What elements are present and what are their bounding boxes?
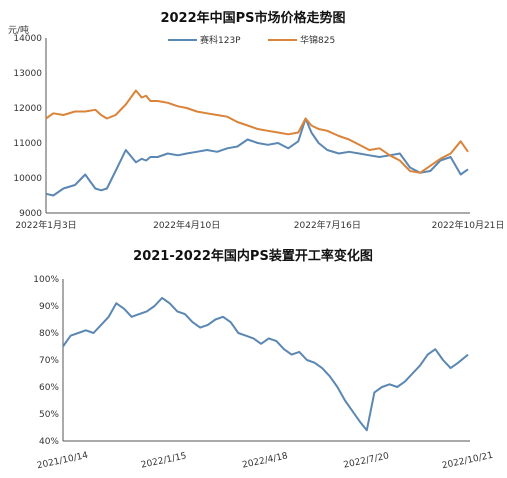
y-tick-label: 90% — [39, 302, 59, 312]
y-tick-label: 14000 — [13, 34, 42, 44]
series-line-1 — [62, 296, 469, 432]
utilization-chart-title: 2021-2022年国内PS装置开工率变化图 — [133, 248, 373, 264]
x-tick-label: 2022/4/18 — [241, 451, 288, 470]
y-tick-label: 70% — [39, 356, 59, 366]
series-line-1 — [45, 117, 469, 197]
price-legend: 赛科123P 华锦825 — [168, 34, 335, 46]
y-tick-label: 50% — [39, 410, 59, 420]
series-line-2 — [45, 89, 469, 174]
utilization-chart: 2021-2022年国内PS装置开工率变化图 40% 50% 60% 70% 80% 90… — [33, 248, 494, 471]
y-tick-label: 40% — [39, 437, 59, 447]
x-tick-label: 2022年1月3日 — [15, 219, 76, 231]
x-tick-label: 2022/7/20 — [343, 451, 390, 470]
legend-label-series1: 赛科123P — [200, 34, 241, 46]
y-tick-label: 80% — [39, 329, 59, 339]
price-chart: 2022年中国PS市场价格走势图 元/吨 赛科123P 华锦825 9000 10… — [8, 10, 504, 231]
x-tick-label: 2022/1/15 — [140, 451, 187, 470]
x-tick-label: 2021/10/14 — [36, 451, 89, 472]
y-tick-label: 100% — [33, 275, 59, 285]
y-tick-label: 60% — [39, 383, 59, 393]
legend-label-series2: 华锦825 — [300, 34, 335, 46]
y-tick-label: 12000 — [13, 104, 42, 114]
y-tick-label: 9000 — [19, 209, 42, 219]
y-tick-label: 11000 — [13, 139, 42, 149]
x-tick-label: 2022/10/21 — [441, 451, 494, 472]
price-chart-title: 2022年中国PS市场价格走势图 — [160, 10, 345, 26]
price-unit-label: 元/吨 — [8, 24, 29, 36]
x-tick-label: 2022年4月10日 — [153, 219, 220, 231]
x-tick-label: 2022年7月16日 — [294, 219, 361, 231]
y-tick-label: 13000 — [13, 69, 42, 79]
x-tick-label: 2022年10月21日 — [432, 219, 505, 231]
y-tick-label: 10000 — [13, 174, 42, 184]
